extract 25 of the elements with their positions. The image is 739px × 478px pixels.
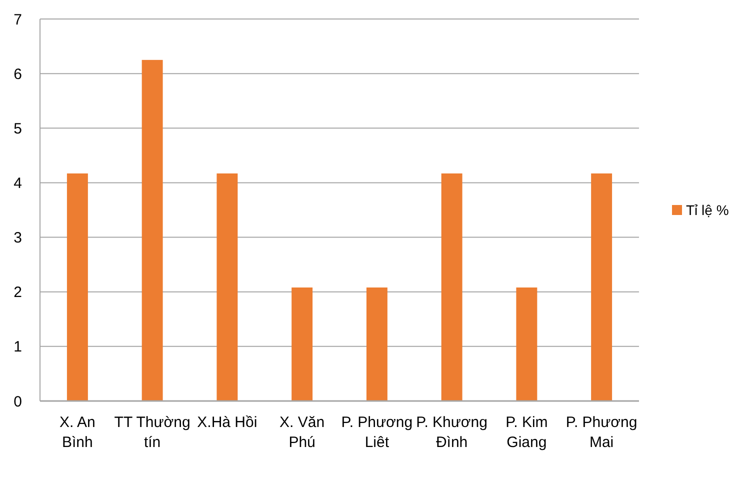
x-tick-label: TT Thường tín bbox=[114, 414, 190, 451]
x-tick-label: P. Phương Liêt bbox=[341, 414, 413, 451]
y-tick-label: 3 bbox=[14, 230, 22, 247]
y-tick-label: 0 bbox=[14, 393, 22, 410]
bar bbox=[216, 173, 238, 401]
bar bbox=[142, 60, 163, 401]
y-tick-label: 6 bbox=[14, 66, 22, 83]
x-tick-label: P. Khương Đình bbox=[416, 414, 488, 451]
bar bbox=[292, 287, 313, 401]
x-tick-label: X. Văn Phú bbox=[280, 414, 325, 451]
bar bbox=[441, 173, 462, 401]
y-tick-label: 1 bbox=[14, 338, 22, 356]
y-tick-label: 2 bbox=[14, 284, 22, 302]
x-tick-label: P. Phương Mai bbox=[566, 414, 638, 451]
x-tick-label: P. Kim Giang bbox=[506, 414, 548, 451]
legend-label: Tỉ lệ % bbox=[686, 202, 729, 218]
bar bbox=[366, 287, 388, 401]
y-tick-label: 4 bbox=[14, 174, 22, 192]
bar bbox=[516, 287, 538, 401]
bar bbox=[66, 173, 88, 401]
y-tick-label: 5 bbox=[14, 120, 22, 138]
x-tick-label: X.Hà Hồi bbox=[197, 414, 258, 431]
x-tick-label: X. An Bình bbox=[60, 414, 96, 451]
bar bbox=[591, 173, 612, 401]
y-tick-label: 7 bbox=[14, 11, 22, 28]
